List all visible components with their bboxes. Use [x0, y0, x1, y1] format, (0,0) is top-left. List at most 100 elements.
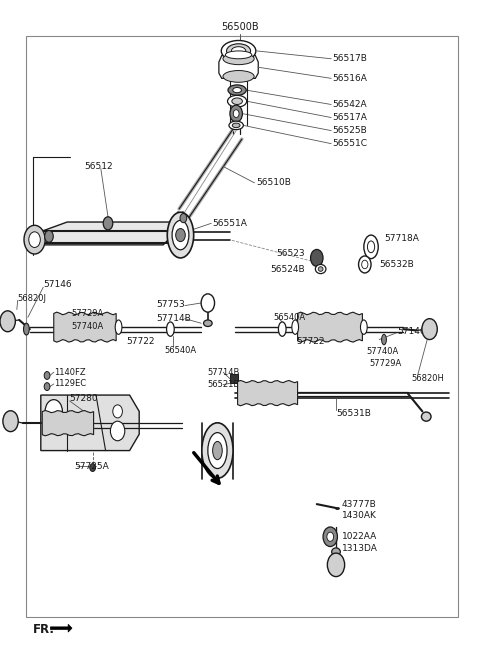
- Text: 56517B: 56517B: [333, 54, 368, 63]
- Circle shape: [44, 372, 50, 379]
- Circle shape: [0, 311, 15, 332]
- Ellipse shape: [204, 320, 212, 326]
- Ellipse shape: [360, 320, 367, 334]
- Circle shape: [24, 225, 45, 254]
- Text: 57722: 57722: [126, 337, 155, 346]
- Circle shape: [311, 249, 323, 266]
- Ellipse shape: [382, 334, 386, 345]
- Text: 56523: 56523: [276, 249, 305, 258]
- Text: 56516A: 56516A: [333, 74, 368, 83]
- Text: 1022AA: 1022AA: [342, 532, 377, 541]
- Circle shape: [327, 553, 345, 577]
- Polygon shape: [41, 395, 139, 451]
- Ellipse shape: [315, 264, 326, 274]
- Text: 56540A: 56540A: [164, 346, 196, 355]
- Ellipse shape: [202, 423, 233, 478]
- Text: 56551C: 56551C: [333, 139, 368, 148]
- Text: 1140FZ: 1140FZ: [54, 368, 85, 377]
- Polygon shape: [42, 411, 94, 436]
- Ellipse shape: [233, 88, 241, 93]
- Polygon shape: [54, 312, 116, 342]
- Text: 1129EC: 1129EC: [54, 379, 86, 389]
- Ellipse shape: [229, 121, 243, 129]
- Ellipse shape: [231, 46, 246, 55]
- Text: 57146: 57146: [43, 279, 72, 289]
- Ellipse shape: [232, 123, 240, 127]
- Circle shape: [103, 217, 113, 230]
- Text: 56551A: 56551A: [213, 219, 248, 228]
- Text: 56540A: 56540A: [274, 313, 306, 322]
- Polygon shape: [219, 56, 258, 78]
- Circle shape: [45, 231, 53, 242]
- Ellipse shape: [318, 266, 323, 272]
- Circle shape: [44, 383, 50, 390]
- Ellipse shape: [368, 241, 375, 253]
- Text: 56531B: 56531B: [336, 409, 371, 418]
- Text: 56521B: 56521B: [207, 380, 240, 389]
- Text: 56820H: 56820H: [412, 374, 444, 383]
- Ellipse shape: [359, 256, 371, 273]
- Ellipse shape: [221, 40, 256, 61]
- Text: 56525B: 56525B: [333, 126, 367, 135]
- Text: 56512: 56512: [84, 162, 113, 171]
- Text: 56542A: 56542A: [333, 100, 367, 109]
- Circle shape: [180, 214, 187, 223]
- Ellipse shape: [228, 95, 247, 107]
- Text: 57729A: 57729A: [71, 309, 103, 318]
- Circle shape: [422, 319, 437, 340]
- Text: 57740A: 57740A: [366, 347, 398, 356]
- Text: 57722: 57722: [296, 337, 324, 346]
- Circle shape: [230, 105, 242, 122]
- Text: 57725A: 57725A: [74, 462, 109, 471]
- Ellipse shape: [364, 235, 378, 259]
- Ellipse shape: [223, 53, 254, 65]
- Ellipse shape: [232, 98, 242, 104]
- Text: 57753: 57753: [156, 300, 185, 310]
- Text: 56820J: 56820J: [18, 294, 47, 303]
- Text: 57729A: 57729A: [370, 359, 402, 368]
- Text: 57146: 57146: [397, 326, 426, 336]
- Text: 56500B: 56500B: [221, 22, 259, 33]
- Ellipse shape: [226, 51, 252, 59]
- Text: 56517A: 56517A: [333, 113, 368, 122]
- Ellipse shape: [292, 320, 299, 334]
- Circle shape: [327, 532, 334, 541]
- Circle shape: [323, 527, 337, 547]
- Ellipse shape: [167, 212, 193, 258]
- Text: 56524B: 56524B: [270, 264, 305, 274]
- Circle shape: [90, 464, 96, 471]
- Polygon shape: [238, 381, 298, 406]
- Ellipse shape: [208, 432, 227, 469]
- Ellipse shape: [24, 323, 29, 335]
- Ellipse shape: [115, 320, 122, 334]
- Ellipse shape: [223, 71, 254, 82]
- Circle shape: [201, 294, 215, 312]
- Text: FR.: FR.: [33, 623, 55, 636]
- Polygon shape: [298, 312, 362, 342]
- Text: 57714B: 57714B: [156, 314, 191, 323]
- Text: 57280: 57280: [70, 394, 98, 403]
- Ellipse shape: [278, 322, 286, 336]
- Text: 1313DA: 1313DA: [342, 544, 378, 553]
- Text: 57740A: 57740A: [71, 322, 103, 331]
- Text: 57718A: 57718A: [384, 234, 419, 243]
- Text: 57714B: 57714B: [207, 368, 240, 377]
- Ellipse shape: [421, 412, 431, 421]
- Circle shape: [113, 405, 122, 418]
- Circle shape: [29, 232, 40, 247]
- Circle shape: [110, 421, 125, 441]
- Circle shape: [3, 411, 18, 432]
- Ellipse shape: [172, 220, 189, 249]
- Ellipse shape: [167, 322, 174, 336]
- Circle shape: [73, 413, 85, 430]
- Ellipse shape: [213, 441, 222, 460]
- Ellipse shape: [332, 548, 340, 556]
- Polygon shape: [31, 222, 173, 245]
- Ellipse shape: [362, 260, 368, 269]
- Text: 56532B: 56532B: [379, 260, 414, 269]
- Polygon shape: [50, 624, 72, 632]
- Ellipse shape: [228, 85, 246, 95]
- Text: 43777B: 43777B: [342, 500, 376, 509]
- Text: 56510B: 56510B: [256, 178, 291, 187]
- Polygon shape: [230, 374, 238, 383]
